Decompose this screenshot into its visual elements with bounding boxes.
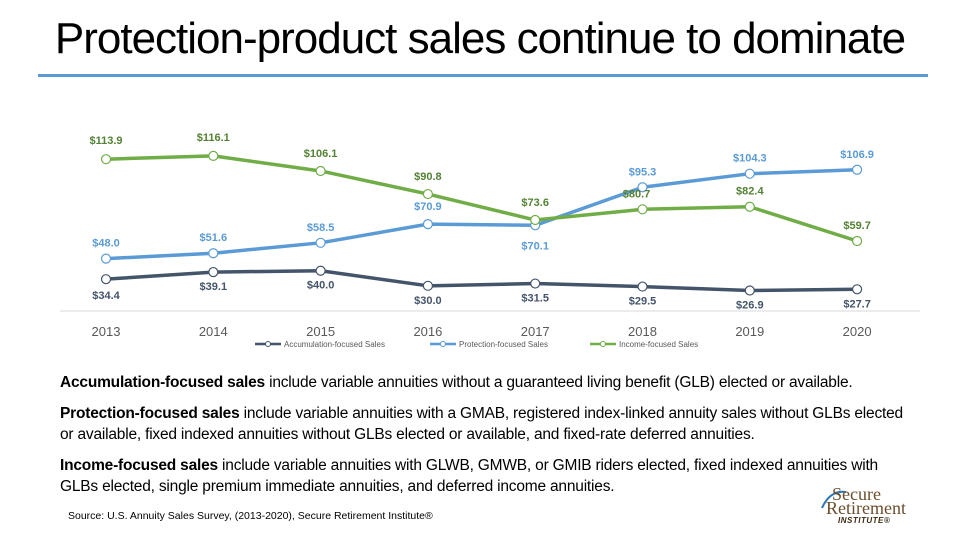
note-term: Accumulation-focused sales [60, 374, 265, 391]
data-point [315, 165, 326, 177]
data-label: $26.9 [736, 299, 764, 311]
legend-entry: Protection-focused Sales [459, 340, 548, 349]
data-point [637, 281, 648, 292]
note-accumulation: Accumulation-focused sales include varia… [60, 372, 920, 393]
data-label: $95.3 [629, 166, 657, 178]
legend-entry: Accumulation-focused Sales [284, 340, 385, 349]
data-label: $39.1 [200, 281, 228, 293]
data-label: $70.1 [521, 240, 549, 252]
x-tick-label: 2018 [628, 324, 657, 339]
series-line-1 [105, 268, 858, 293]
data-label: $59.7 [843, 220, 871, 232]
note-term: Protection-focused sales [60, 405, 240, 422]
note-text: include variable annuities with a GMAB, … [60, 405, 903, 443]
data-point [851, 164, 863, 175]
slide-title: Protection-product sales continue to dom… [54, 14, 906, 63]
data-point [744, 168, 755, 179]
data-point [315, 237, 326, 248]
legend-swatch-marker [440, 341, 446, 347]
data-point [100, 253, 112, 264]
note-income: Income-focused sales include variable an… [60, 455, 920, 497]
legend-entry: Income-focused Sales [619, 340, 698, 349]
legend-swatch-marker [265, 341, 271, 347]
x-tick-label: 2013 [92, 324, 121, 339]
data-point [637, 182, 648, 193]
data-point [530, 214, 541, 226]
line-chart: 2013 2014 2015 2016 2017 2018 2019 2020 $34.4 $39… [60, 132, 920, 349]
x-tick-label: 2015 [306, 324, 335, 339]
logo-line-3: INSTITUTE® [838, 516, 891, 525]
data-point [851, 284, 863, 295]
data-point [208, 150, 219, 161]
data-label: $40.0 [307, 280, 335, 292]
x-tick-label: 2017 [521, 324, 550, 339]
data-label: $82.4 [736, 186, 764, 198]
x-tick-label: 2014 [199, 324, 228, 339]
data-point [422, 188, 433, 200]
note-protection: Protection-focused sales include variabl… [60, 403, 920, 445]
data-point [851, 235, 863, 247]
data-label: $106.9 [840, 149, 874, 161]
data-point [208, 248, 219, 259]
data-label: $104.3 [733, 153, 767, 165]
data-point [422, 280, 433, 291]
note-text: include variable annuities with GLWB, GM… [60, 457, 878, 495]
logo-swoosh-icon [821, 490, 847, 509]
data-point [100, 154, 112, 165]
data-label: $70.9 [414, 201, 442, 213]
x-tick-label: 2019 [735, 324, 764, 339]
x-tick-label: 2016 [413, 324, 442, 339]
data-label: $73.6 [521, 197, 549, 209]
data-label: $106.1 [304, 148, 338, 160]
data-point [637, 204, 648, 215]
data-point [530, 278, 541, 289]
data-point [744, 285, 755, 296]
series-line-2 [105, 168, 858, 261]
logo-line-2: Retirement [826, 498, 906, 518]
institute-logo: Secure Retirement INSTITUTE® [821, 484, 922, 526]
data-label: $80.7 [623, 188, 651, 200]
note-text: include variable annuities without a gua… [264, 374, 853, 391]
data-label: $29.5 [629, 296, 657, 308]
data-point [744, 201, 755, 212]
title-divider [38, 74, 928, 77]
data-label: $48.0 [92, 238, 120, 250]
data-label: $30.0 [414, 295, 442, 307]
legend-swatch-marker [600, 341, 606, 347]
data-label: $58.5 [307, 222, 335, 234]
data-point [315, 265, 326, 276]
logo-line-1: Secure [832, 484, 881, 504]
series-line-3 [105, 154, 858, 243]
data-label: $51.6 [200, 232, 228, 244]
x-tick-label: 2020 [843, 324, 872, 339]
source-note: Source: U.S. Annuity Sales Survey, (2013… [68, 510, 433, 522]
data-label: $113.9 [89, 135, 122, 147]
data-label: $27.7 [843, 298, 871, 310]
data-point [422, 218, 433, 230]
data-label: $90.8 [414, 171, 442, 183]
data-point [100, 274, 112, 285]
note-term: Income-focused sales [60, 457, 218, 474]
data-label: $31.5 [521, 293, 549, 305]
data-point [208, 266, 219, 278]
data-label: $34.4 [92, 290, 120, 302]
data-label: $116.1 [197, 132, 230, 144]
